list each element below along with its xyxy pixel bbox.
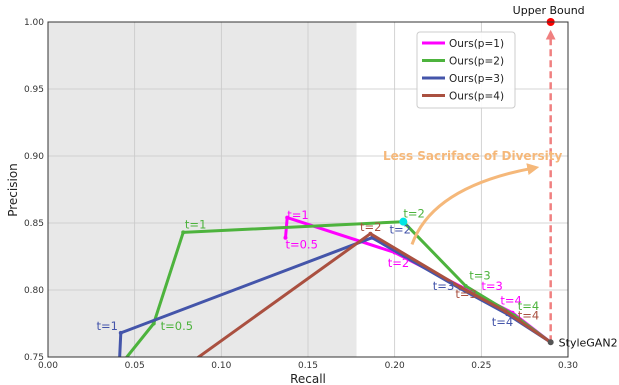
series-point [118, 330, 123, 335]
point-annotation: t=2 [389, 223, 410, 237]
point-annotation: t=0.5 [285, 237, 317, 251]
point-annotation: t=1 [287, 208, 308, 222]
point-annotation: t=4 [500, 294, 521, 308]
series-point [151, 321, 156, 326]
series-point [463, 283, 468, 288]
stylegan2-marker [547, 339, 554, 346]
point-annotation: t=3 [481, 279, 502, 293]
series-point [181, 230, 186, 235]
diversity-arrow [410, 163, 540, 245]
tick-labels: 0.00 0.05 0.10 0.15 0.20 0.25 0.30 0.75 0.80 0.85… [24, 18, 578, 371]
y-tick-label: 0.90 [24, 152, 44, 162]
y-tick-label: 0.75 [24, 353, 44, 363]
point-annotation: t=1 [185, 217, 206, 231]
axis-labels: Recall Precision [6, 163, 326, 385]
upper-bound-label: Upper Bound [513, 4, 585, 17]
point-annotation: t=4 [518, 308, 539, 322]
y-tick-label: 0.95 [24, 85, 44, 95]
point-annotation: t=4 [518, 299, 539, 313]
point-annotation: t=2 [403, 207, 424, 221]
legend-box [416, 31, 516, 109]
point-annotation: t=2 [360, 220, 381, 234]
point-annotation: t=0.5 [161, 319, 193, 333]
point-annotation: t=3 [433, 279, 454, 293]
annotations: t=1t=0.5t=2t=3t=4t=1t=0.5t=2t=3t=4t=1t=2… [97, 207, 540, 334]
x-axis-label: Recall [290, 372, 326, 385]
series-point [503, 309, 508, 314]
series-point [368, 231, 373, 236]
x-tick-label: 0.00 [38, 361, 58, 371]
y-tick-label: 0.80 [24, 286, 44, 296]
legend-label: Ours(p=4) [449, 91, 504, 103]
x-tick-label: 0.30 [558, 361, 578, 371]
legend-label: Ours(p=2) [449, 56, 504, 68]
plot-border [47, 21, 569, 358]
point-annotation: t=4 [492, 315, 513, 329]
legend: Ours(p=1) Ours(p=2) Ours(p=3) Ours(p=4) [416, 31, 516, 109]
x-tick-label: 0.15 [298, 361, 318, 371]
point-annotation: t=3 [469, 268, 490, 282]
x-tick-label: 0.25 [471, 361, 491, 371]
x-tick-label: 0.20 [385, 361, 405, 371]
diversity-arrow-label: Less Sacriface of Diversity [383, 149, 562, 163]
point-annotation: t=3 [455, 287, 476, 301]
highlight-point [399, 217, 408, 226]
series-point [117, 367, 121, 371]
point-annotation: t=2 [388, 256, 409, 270]
series-point [283, 235, 288, 240]
series-point [458, 285, 463, 290]
legend-label: Ours(p=1) [449, 38, 504, 50]
x-tick-label: 0.10 [211, 361, 231, 371]
series-lines [117, 215, 553, 371]
legend-label: Ours(p=3) [449, 73, 504, 85]
y-axis-label: Precision [6, 163, 20, 217]
y-tick-label: 1.00 [24, 18, 44, 28]
point-annotation: t=1 [97, 319, 118, 333]
series-point [285, 215, 290, 220]
shaded-region-rect [48, 22, 357, 357]
shaded-region [48, 22, 357, 357]
y-tick-label: 0.85 [24, 219, 44, 229]
stylegan2-label: StyleGAN2 [559, 336, 618, 349]
x-tick-label: 0.05 [125, 361, 145, 371]
reference-markers: StyleGAN2 Upper Bound Less Sacriface of Di… [383, 4, 618, 349]
plot-frame [47, 21, 569, 358]
